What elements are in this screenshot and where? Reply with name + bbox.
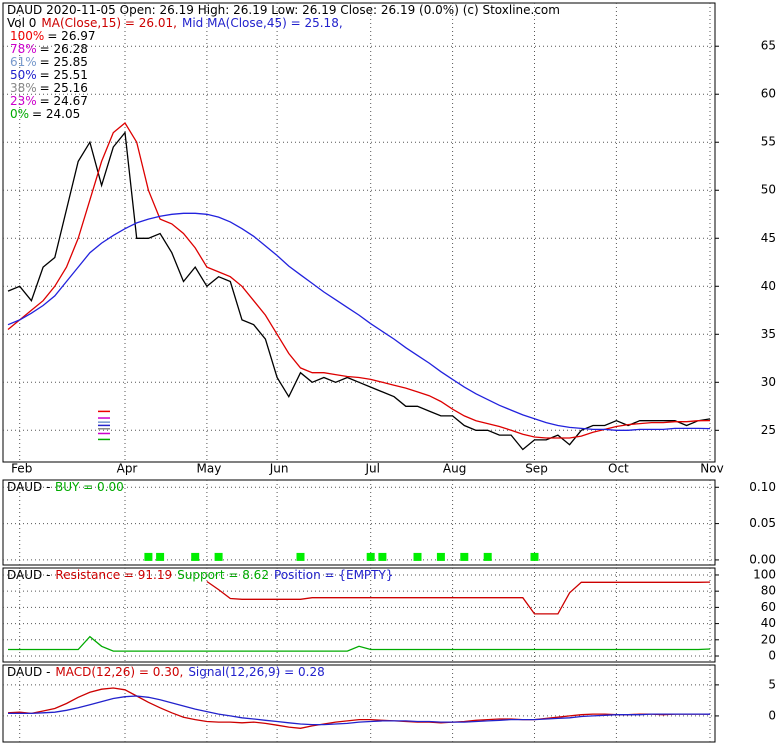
x-tick-label: Feb — [11, 462, 32, 476]
x-tick-label: Aug — [443, 462, 466, 476]
series-line — [8, 635, 711, 652]
panel-title: Vol 0 MA(Close,15) = 26.01, Mid MA(Close,4… — [7, 16, 343, 30]
x-tick-label: Nov — [700, 462, 723, 476]
series-line — [206, 580, 711, 615]
title-segment: DAUD - — [7, 665, 50, 679]
fib-percent: 50% — [10, 68, 37, 82]
x-tick-label: Jul — [364, 462, 379, 476]
fib-value: = 25.51 — [40, 68, 88, 82]
series-line — [7, 122, 711, 439]
title-segment: MA(Close,15) = 26.01, — [41, 16, 177, 30]
series-line — [7, 130, 711, 451]
series-line — [8, 695, 711, 726]
x-tick-label: Oct — [608, 462, 629, 476]
fib-value: = 26.97 — [47, 29, 95, 43]
x-tick-label: May — [196, 462, 221, 476]
y-tick-label: 0.05 — [749, 516, 776, 530]
fib-label: 100% = 26.97 — [10, 29, 96, 43]
fib-percent: 61% — [10, 55, 37, 69]
y-tick-label: 30 — [761, 375, 776, 389]
y-tick-label: 40 — [761, 616, 776, 630]
buy-signal — [413, 552, 422, 561]
y-tick-label: 80 — [761, 584, 776, 598]
fib-value: = 26.28 — [40, 42, 88, 56]
title-segment: DAUD - — [7, 568, 50, 582]
y-tick-label: 0.00 — [749, 552, 776, 566]
fib-value: = 25.16 — [40, 81, 88, 95]
buy-signal — [460, 552, 469, 561]
fib-label: 50% = 25.51 — [10, 68, 88, 82]
buy-signal — [366, 552, 375, 561]
title-segment: Signal(12,26,9) = 0.28 — [188, 665, 324, 679]
buy-signal — [156, 552, 165, 561]
fib-percent: 78% — [10, 42, 37, 56]
y-tick-label: 20 — [761, 632, 776, 646]
fib-value: = 24.67 — [40, 94, 88, 108]
y-tick-label: 100 — [753, 567, 776, 581]
buy-signal — [214, 552, 223, 561]
buy-signal — [296, 552, 305, 561]
fib-value: = 25.85 — [40, 55, 88, 69]
buy-signal — [378, 552, 387, 561]
title-segment: DAUD - — [7, 480, 50, 494]
y-tick-label: 25 — [761, 423, 776, 437]
fib-label: 78% = 26.28 — [10, 42, 88, 56]
fib-percent: 23% — [10, 94, 37, 108]
x-tick-label: Apr — [117, 462, 138, 476]
fib-percent: 100% — [10, 29, 44, 43]
panel-frame — [2, 567, 716, 663]
y-tick-label: 60 — [761, 600, 776, 614]
buy-signal — [144, 552, 153, 561]
fib-label: 61% = 25.85 — [10, 55, 88, 69]
title-segment: MACD(12,26) = 0.30, — [55, 665, 183, 679]
fib-label: 23% = 24.67 — [10, 94, 88, 108]
y-tick-label: 60 — [761, 87, 776, 101]
y-tick-label: 65 — [761, 39, 776, 53]
fib-label: 0% = 24.05 — [10, 107, 80, 121]
panel-title: DAUD 2020-11-05 Open: 26.19 High: 26.19 … — [7, 3, 560, 17]
y-tick-label: 0 — [768, 708, 776, 722]
y-tick-label: 5 — [768, 677, 776, 691]
title-segment: DAUD 2020-11-05 Open: 26.19 High: 26.19 … — [7, 3, 560, 17]
title-segment: Support = 8.62 — [177, 568, 269, 582]
panel-frame — [2, 2, 716, 463]
y-tick-label: 50 — [761, 183, 776, 197]
fib-percent: 38% — [10, 81, 37, 95]
title-segment: Position = {EMPTY} — [274, 568, 394, 582]
panel-title: DAUD - BUY = 0.00 — [7, 480, 124, 494]
title-segment: Resistance = 91.19 — [55, 568, 172, 582]
title-segment: BUY = 0.00 — [55, 480, 124, 494]
fib-percent: 0% — [10, 107, 29, 121]
buy-signal — [530, 552, 539, 561]
panel-frame — [2, 479, 716, 566]
fib-label: 38% = 25.16 — [10, 81, 88, 95]
buy-signal — [191, 552, 200, 561]
panel-title: DAUD - MACD(12,26) = 0.30, Signal(12,26,9)… — [7, 665, 325, 679]
title-segment: Vol 0 — [7, 16, 36, 30]
y-tick-label: 35 — [761, 327, 776, 341]
series-line — [7, 687, 710, 729]
y-tick-label: 0.10 — [749, 480, 776, 494]
y-tick-label: 0 — [768, 649, 776, 663]
panel-frame — [2, 664, 716, 743]
title-segment: Mid MA(Close,45) = 25.18, — [182, 16, 343, 30]
buy-signal — [483, 552, 492, 561]
x-tick-label: Jun — [269, 462, 289, 476]
y-tick-label: 55 — [761, 135, 776, 149]
x-tick-label: Sep — [525, 462, 548, 476]
y-tick-label: 45 — [761, 231, 776, 245]
y-tick-label: 40 — [761, 279, 776, 293]
buy-signal — [436, 552, 445, 561]
series-line — [7, 212, 711, 431]
panel-title: DAUD - Resistance = 91.19 Support = 8.62 Po… — [7, 568, 393, 582]
fib-value: = 24.05 — [32, 107, 80, 121]
